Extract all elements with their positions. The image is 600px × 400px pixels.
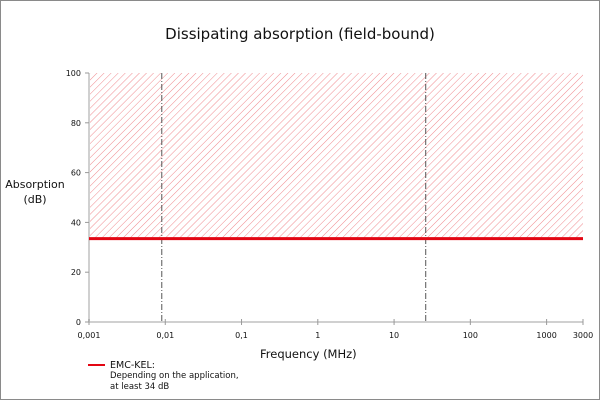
x-tick-label: 0,01 [156, 331, 174, 340]
x-tick-label: 1 [315, 331, 320, 340]
x-tick-label: 1000 [536, 331, 556, 340]
x-tick-label: 3000 [573, 331, 593, 340]
x-tick-label: 100 [463, 331, 478, 340]
y-tick-label: 40 [71, 218, 81, 227]
y-axis-label-line2: (dB) [23, 193, 47, 206]
y-tick-label: 80 [71, 119, 81, 128]
legend: EMC-KEL: Depending on the application, a… [88, 360, 239, 393]
legend-line-1: Depending on the application, [110, 371, 239, 381]
y-tick-label: 100 [66, 69, 81, 78]
y-tick-label: 20 [71, 268, 81, 277]
y-axis-label: Absorption (dB) [4, 177, 66, 207]
y-tick-label: 0 [76, 318, 81, 327]
x-axis-label: Frequency (MHz) [260, 347, 357, 361]
x-tick-label: 0,001 [78, 331, 101, 340]
y-tick-label: 60 [71, 169, 81, 178]
legend-title: EMC-KEL: [110, 360, 155, 371]
x-tick-label: 0,1 [235, 331, 248, 340]
x-tick-label: 10 [389, 331, 399, 340]
legend-line-2: at least 34 dB [110, 382, 170, 392]
chart-title: Dissipating absorption (field-bound) [165, 25, 435, 43]
hatched-range [89, 73, 583, 239]
y-axis-label-line1: Absorption [5, 178, 65, 191]
legend-swatch [88, 364, 105, 366]
